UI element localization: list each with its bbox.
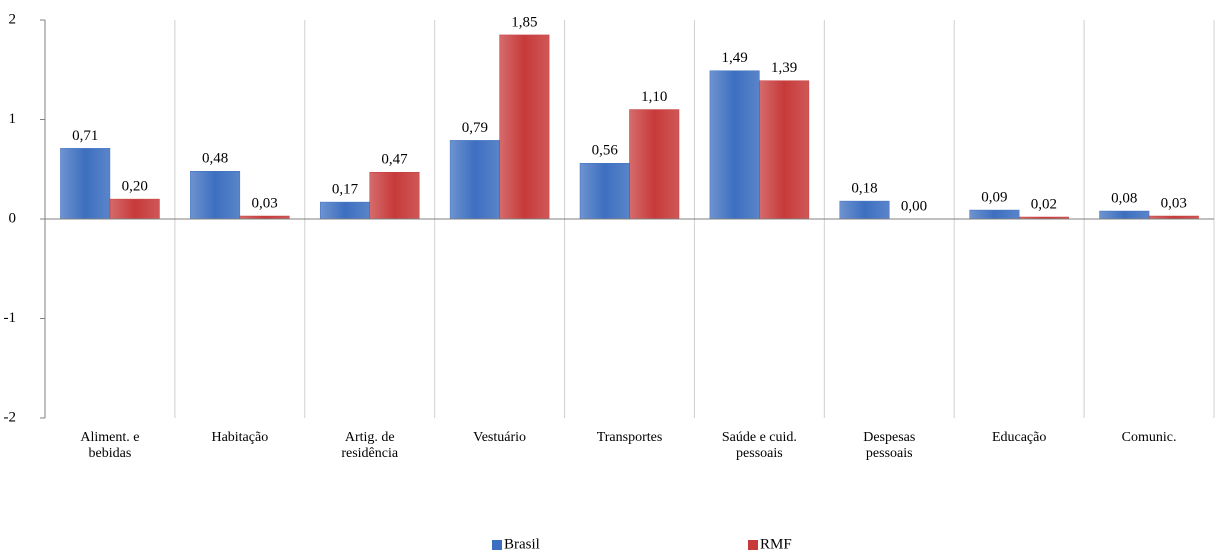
value-label: 0,48	[202, 151, 228, 167]
y-tick-label: -2	[4, 409, 17, 425]
bar	[369, 171, 420, 220]
y-tick-label: -1	[4, 310, 17, 326]
bar	[579, 163, 630, 220]
value-label: 0,02	[1031, 196, 1057, 212]
value-label: 0,18	[851, 181, 877, 197]
x-tick-label: Educação	[991, 430, 1047, 445]
value-label: 0,00	[901, 198, 927, 214]
y-tick-label: 0	[9, 210, 17, 226]
value-label: 0,17	[332, 182, 359, 198]
value-label: 0,08	[1111, 190, 1137, 206]
x-tick-label: Comunic.	[1121, 430, 1177, 445]
bar	[60, 148, 111, 220]
value-label: 0,09	[981, 189, 1007, 205]
value-label: 0,56	[592, 143, 619, 159]
legend-label: Brasil	[504, 536, 540, 552]
value-label: 0,47	[381, 152, 408, 168]
value-label: 1,49	[722, 50, 748, 66]
bar	[1099, 210, 1150, 220]
value-label: 0,03	[251, 195, 277, 211]
bar	[759, 80, 810, 220]
bar	[839, 200, 890, 220]
y-tick-label: 1	[9, 111, 17, 127]
bar	[969, 209, 1020, 220]
value-label: 0,03	[1161, 195, 1187, 211]
bar	[319, 201, 370, 220]
value-label: 0,71	[72, 128, 98, 144]
x-tick-label: Habitação	[211, 430, 269, 445]
x-tick-label: Vestuário	[473, 430, 527, 445]
legend-swatch	[492, 540, 502, 550]
value-label: 1,39	[771, 60, 797, 76]
bar	[709, 70, 760, 220]
bar	[449, 140, 500, 220]
legend-label: RMF	[760, 536, 792, 552]
x-tick-label: Artig. de residência	[341, 430, 399, 461]
y-tick-label: 2	[9, 11, 17, 27]
value-label: 1,10	[641, 89, 667, 105]
legend-swatch	[748, 540, 758, 550]
value-label: 0,79	[462, 120, 488, 136]
bar	[109, 198, 160, 220]
x-tick-label: Aliment. e bebidas	[80, 430, 140, 461]
value-label: 1,85	[511, 14, 537, 30]
value-label: 0,20	[122, 179, 148, 195]
x-tick-label: Transportes	[596, 430, 663, 445]
bar	[629, 109, 680, 220]
bar	[499, 34, 550, 220]
x-tick-label: Despesas pessoais	[863, 430, 916, 461]
x-tick-label: Saúde e cuid. pessoais	[721, 430, 797, 461]
bar	[190, 170, 241, 220]
